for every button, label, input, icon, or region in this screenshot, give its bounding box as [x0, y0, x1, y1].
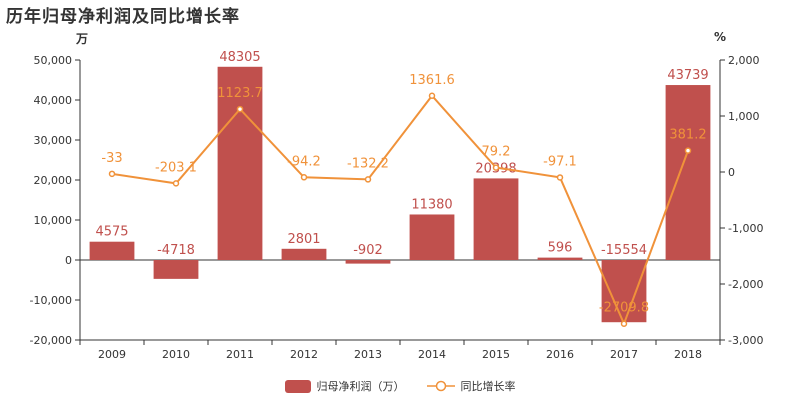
x-tick-label: 2010: [162, 348, 190, 361]
bar-value-label: 4575: [95, 225, 128, 240]
bar: [345, 260, 391, 264]
bar-value-label: -902: [353, 243, 383, 258]
x-tick-label: 2011: [226, 348, 254, 361]
line-value-label: -203.1: [155, 160, 197, 175]
legend-line-label: 同比增长率: [460, 380, 516, 393]
x-tick-label: 2014: [418, 348, 446, 361]
bar: [409, 214, 455, 260]
line-value-label: -97.1: [543, 154, 577, 169]
left-tick-label: 0: [65, 254, 72, 267]
bar: [537, 257, 583, 260]
legend: 归母净利润（万） 同比增长率: [0, 378, 800, 394]
left-tick-label: 50,000: [34, 54, 73, 67]
bar: [89, 241, 135, 260]
legend-line-swatch: [426, 380, 455, 392]
right-tick-label: -3,000: [728, 334, 763, 347]
line-value-label: -132.2: [347, 156, 389, 171]
line-value-label: 1123.7: [217, 86, 263, 101]
line-point: [556, 174, 564, 181]
x-tick-label: 2009: [98, 348, 126, 361]
left-tick-label: 40,000: [34, 94, 73, 107]
x-tick-label: 2017: [610, 348, 638, 361]
x-tick-label: 2018: [674, 348, 702, 361]
line-value-label: 79.2: [482, 145, 511, 160]
line-value-label: -94.2: [287, 154, 321, 169]
left-tick-label: -10,000: [30, 294, 72, 307]
bar-value-label: -15554: [601, 243, 647, 258]
right-tick-label: -1,000: [728, 222, 763, 235]
x-tick-label: 2016: [546, 348, 574, 361]
left-tick-label: -20,000: [30, 334, 72, 347]
bar: [217, 66, 263, 260]
left-axis-unit: 万: [76, 32, 89, 46]
left-tick-label: 20,000: [34, 174, 73, 187]
x-tick-label: 2013: [354, 348, 382, 361]
left-tick-label: 10,000: [34, 214, 73, 227]
line-point: [428, 92, 436, 100]
bar-value-label: 2801: [287, 232, 320, 247]
bar: [281, 248, 327, 260]
line-point: [108, 170, 116, 178]
bar-value-label: 11380: [411, 197, 452, 212]
line-point: [492, 164, 500, 171]
bar: [153, 260, 199, 279]
bar-value-label: -4718: [157, 243, 195, 258]
line-point: [684, 147, 692, 154]
growth-line: [111, 94, 689, 327]
left-tick-label: 30,000: [34, 134, 73, 147]
line-point: [620, 320, 628, 327]
chart-title: 历年归母净利润及同比增长率: [6, 7, 240, 27]
right-tick-label: 1,000: [728, 110, 760, 123]
x-tick-label: 2012: [290, 348, 318, 361]
legend-item-line[interactable]: 同比增长率: [426, 378, 516, 394]
line-point: [236, 105, 244, 113]
bar-value-label: 43739: [667, 68, 708, 83]
line-point: [172, 180, 180, 187]
bar: [665, 85, 711, 260]
line-point: [300, 174, 308, 181]
line-value-label: -2709.8: [599, 301, 649, 316]
line-value-label: 1361.6: [409, 73, 455, 88]
line-point: [364, 176, 372, 183]
bar-value-label: 596: [548, 241, 573, 256]
right-axis-unit: %: [714, 30, 727, 44]
right-tick-label: 0: [728, 166, 735, 179]
right-tick-label: 2,000: [728, 54, 760, 67]
x-tick-label: 2015: [482, 348, 510, 361]
line-value-label: -33: [101, 151, 122, 166]
legend-bar-label: 归母净利润（万）: [316, 380, 405, 393]
bar-value-label: 48305: [219, 50, 260, 65]
line-value-label: 381.2: [669, 128, 706, 143]
legend-bar-swatch: [284, 379, 311, 393]
bar: [473, 178, 519, 260]
right-tick-label: -2,000: [728, 278, 763, 291]
legend-item-bar[interactable]: 归母净利润（万）: [284, 378, 405, 394]
